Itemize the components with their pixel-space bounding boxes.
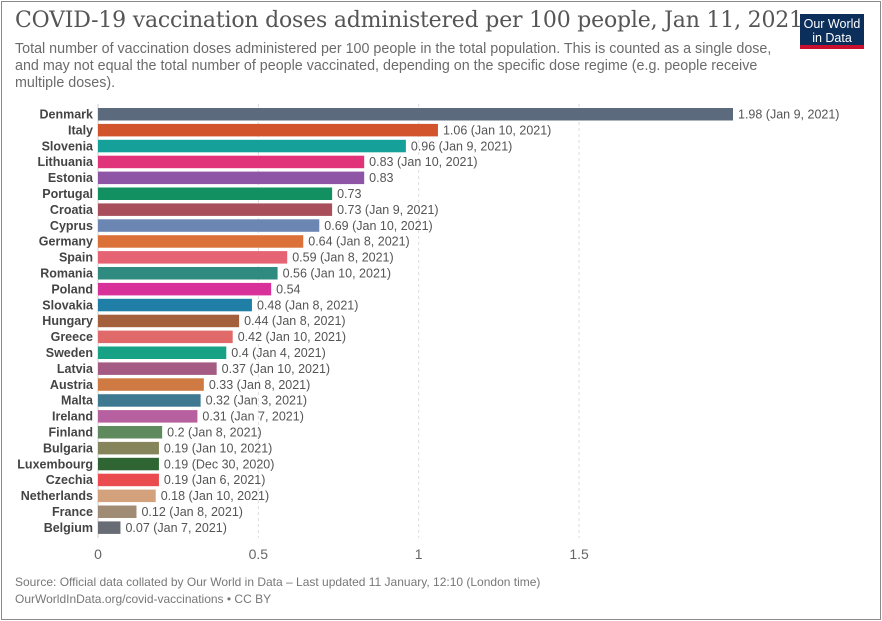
value-label: 0.64 (Jan 8, 2021) [308, 235, 409, 249]
category-label[interactable]: Italy [68, 123, 93, 137]
bar-belgium[interactable] [98, 521, 121, 534]
category-label[interactable]: Poland [51, 282, 93, 296]
category-label[interactable]: Belgium [44, 521, 93, 535]
bar-croatia[interactable] [98, 203, 333, 216]
logo-line-1: Our World [803, 17, 861, 31]
bar-netherlands[interactable] [98, 489, 156, 503]
value-label: 0.54 [276, 282, 300, 296]
chart-subtitle: Total number of vaccination doses admini… [15, 41, 772, 91]
value-label: 0.2 (Jan 8, 2021) [167, 426, 262, 440]
source-line-2[interactable]: OurWorldInData.org/covid-vaccinations • … [15, 592, 272, 606]
bar-portugal[interactable] [98, 187, 333, 201]
category-label[interactable]: France [52, 505, 93, 519]
bar-spain[interactable] [98, 251, 288, 264]
category-label[interactable]: Greece [51, 330, 93, 344]
value-label: 0.4 (Jan 4, 2021) [231, 346, 326, 360]
bars-group [98, 108, 733, 534]
bar-denmark[interactable] [98, 108, 733, 121]
value-label: 0.83 (Jan 10, 2021) [369, 155, 477, 169]
bar-greece[interactable] [98, 330, 233, 344]
value-label: 1.06 (Jan 10, 2021) [443, 123, 551, 137]
category-label[interactable]: Czechia [46, 473, 94, 487]
value-label: 0.69 (Jan 10, 2021) [324, 219, 432, 233]
category-label[interactable]: Denmark [40, 108, 94, 122]
value-label: 0.19 (Dec 30, 2020) [164, 457, 274, 471]
category-label[interactable]: Slovakia [42, 298, 94, 312]
category-label[interactable]: Hungary [42, 314, 93, 328]
value-label: 0.83 [369, 171, 393, 185]
category-label[interactable]: Spain [59, 251, 93, 265]
value-label: 0.19 (Jan 6, 2021) [164, 473, 265, 487]
value-label: 0.59 (Jan 8, 2021) [292, 251, 393, 265]
x-tick-label: 0 [94, 546, 102, 562]
category-label[interactable]: Estonia [48, 171, 94, 185]
category-label[interactable]: Bulgaria [43, 441, 94, 455]
bar-hungary[interactable] [98, 314, 240, 328]
value-label: 0.37 (Jan 10, 2021) [222, 362, 330, 376]
value-label: 0.96 (Jan 9, 2021) [411, 139, 512, 153]
bar-sweden[interactable] [98, 346, 227, 360]
category-label[interactable]: Lithuania [37, 155, 94, 169]
bar-slovenia[interactable] [98, 139, 406, 153]
category-label[interactable]: Malta [61, 394, 94, 408]
value-label: 0.12 (Jan 8, 2021) [141, 505, 242, 519]
bar-poland[interactable] [98, 282, 272, 296]
x-axis-ticks: 0 0.5 1 1.5 [94, 546, 589, 562]
bar-germany[interactable] [98, 235, 304, 248]
bar-finland[interactable] [98, 426, 163, 439]
source-line-1: Source: Official data collated by Our Wo… [15, 575, 541, 589]
bar-luxembourg[interactable] [98, 457, 159, 471]
bar-france[interactable] [98, 505, 137, 519]
bar-latvia[interactable] [98, 362, 217, 375]
category-label[interactable]: Netherlands [21, 489, 93, 503]
source-note: Source: Official data collated by Our Wo… [15, 574, 540, 608]
bar-malta[interactable] [98, 394, 201, 407]
bar-lithuania[interactable] [98, 155, 365, 169]
category-label[interactable]: Romania [40, 267, 94, 281]
value-label: 0.42 (Jan 10, 2021) [238, 330, 346, 344]
x-tick-label: 0.5 [249, 546, 269, 562]
category-label[interactable]: Luxembourg [17, 457, 93, 471]
bar-cyprus[interactable] [98, 219, 320, 232]
category-label[interactable]: Portugal [42, 187, 93, 201]
category-label[interactable]: Croatia [50, 203, 94, 217]
category-label[interactable]: Finland [49, 426, 93, 440]
bar-italy[interactable] [98, 123, 438, 137]
value-label: 0.19 (Jan 10, 2021) [164, 441, 272, 455]
value-label: 0.18 (Jan 10, 2021) [161, 489, 269, 503]
bar-ireland[interactable] [98, 410, 198, 423]
value-label: 0.73 [337, 187, 361, 201]
bar-czechia[interactable] [98, 473, 159, 487]
value-label: 0.73 (Jan 9, 2021) [337, 203, 438, 217]
value-label: 0.56 (Jan 10, 2021) [283, 267, 391, 281]
value-label: 0.33 (Jan 8, 2021) [209, 378, 310, 392]
value-label: 0.32 (Jan 3, 2021) [206, 394, 307, 408]
value-label: 0.44 (Jan 8, 2021) [244, 314, 345, 328]
bar-austria[interactable] [98, 378, 204, 391]
bar-romania[interactable] [98, 267, 278, 280]
category-label[interactable]: Sweden [46, 346, 93, 360]
category-label[interactable]: Germany [39, 235, 93, 249]
value-label: 0.48 (Jan 8, 2021) [257, 298, 358, 312]
category-label[interactable]: Ireland [52, 410, 93, 424]
owid-logo[interactable]: Our World in Data [800, 14, 864, 49]
category-label[interactable]: Austria [50, 378, 94, 392]
logo-line-2: in Data [812, 31, 852, 45]
bar-estonia[interactable] [98, 171, 365, 185]
bar-slovakia[interactable] [98, 298, 252, 312]
x-tick-label: 1.5 [569, 546, 589, 562]
category-label[interactable]: Cyprus [50, 219, 93, 233]
chart-title: COVID-19 vaccination doses administered … [15, 8, 803, 33]
value-label: 1.98 (Jan 9, 2021) [738, 108, 839, 122]
category-label[interactable]: Latvia [57, 362, 94, 376]
category-label[interactable]: Slovenia [42, 139, 94, 153]
x-tick-label: 1 [415, 546, 423, 562]
value-labels: 1.98 (Jan 9, 2021) 1.06 (Jan 10, 2021) 0.9… [125, 108, 839, 535]
value-label: 0.07 (Jan 7, 2021) [125, 521, 226, 535]
bar-bulgaria[interactable] [98, 441, 159, 455]
value-label: 0.31 (Jan 7, 2021) [202, 410, 303, 424]
